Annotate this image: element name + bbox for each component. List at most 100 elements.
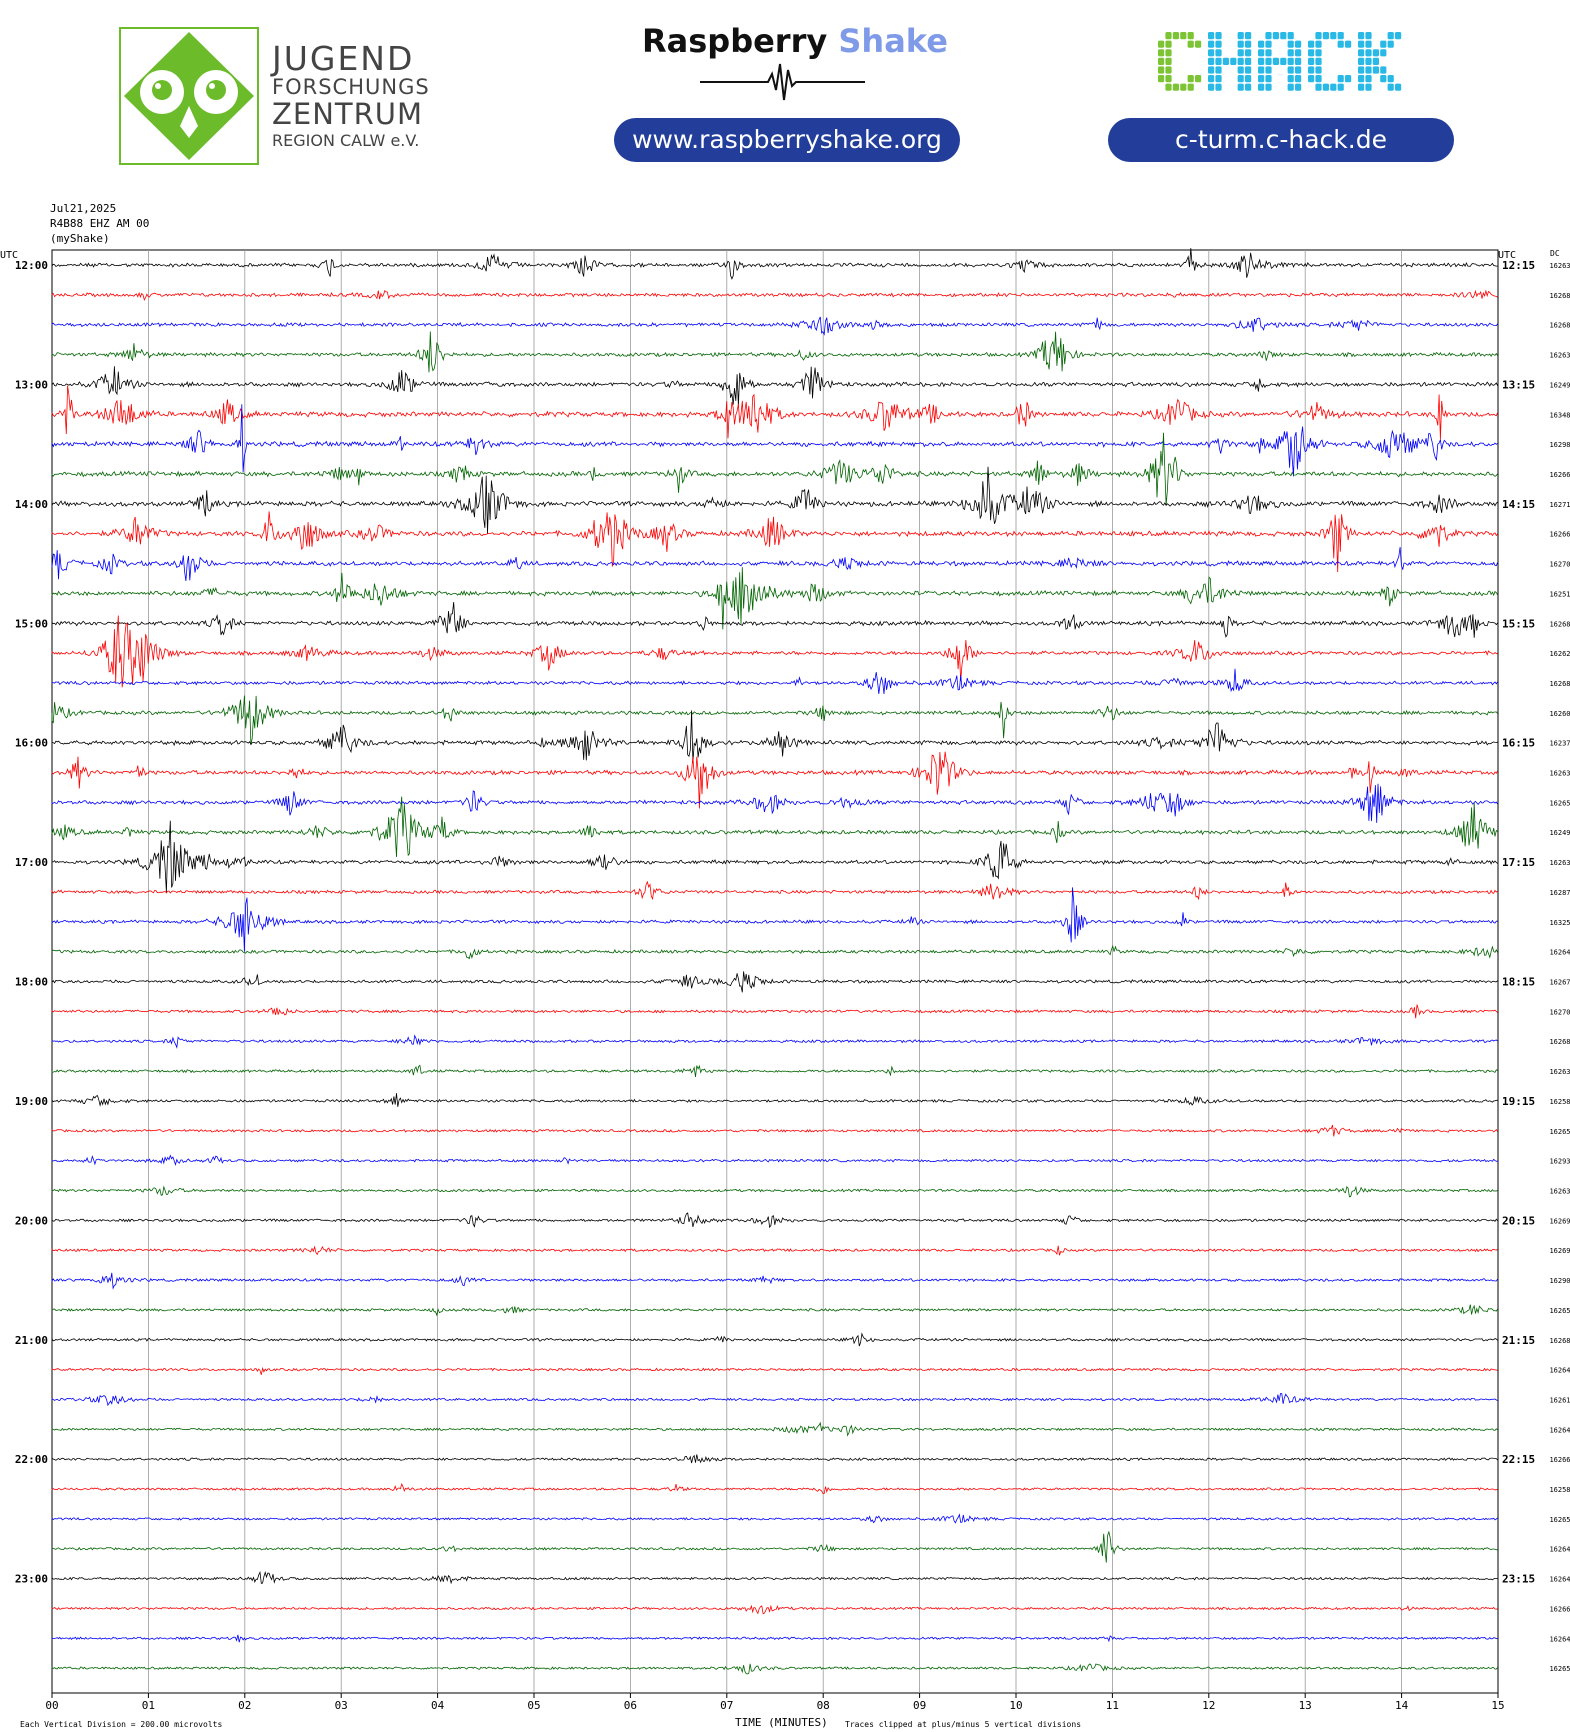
chack-logo-dot: [1165, 49, 1172, 57]
dc-value: 16269: [1549, 1217, 1570, 1225]
seismic-trace: [51, 331, 1498, 373]
dc-value: 16264: [1549, 1367, 1570, 1375]
seismic-trace: [51, 1245, 1498, 1256]
chack-logo-dot: [1308, 40, 1315, 48]
seismic-trace: [51, 366, 1498, 406]
rs-title-b: Shake: [838, 22, 948, 60]
chack-logo-dot: [1358, 83, 1365, 91]
chack-logo-dot: [1345, 75, 1352, 83]
right-time-label: 19:15: [1502, 1095, 1535, 1108]
seismic-trace: [51, 432, 1498, 506]
chack-logo-dot: [1358, 66, 1365, 74]
dc-value: 16268: [1549, 620, 1570, 628]
chack-logo-dot: [1315, 32, 1322, 40]
chack-logo-dot: [1245, 32, 1252, 40]
chack-logo-dot: [1358, 75, 1365, 83]
chack-logo-dot: [1287, 75, 1294, 83]
dc-value: 16265: [1549, 1128, 1570, 1136]
chack-logo-dot: [1345, 40, 1352, 48]
chack-logo-dot: [1308, 75, 1315, 83]
jfz-line2: FORSCHUNGS: [272, 75, 430, 99]
chack-logo-dot: [1365, 57, 1372, 65]
seismic-trace: [51, 1064, 1498, 1078]
chack-logo-dot: [1158, 49, 1165, 57]
dc-value: 16266: [1549, 1605, 1570, 1613]
dc-value: 16237: [1549, 740, 1570, 748]
chack-logo-dot: [1387, 32, 1394, 40]
plot-labels: Jul21,2025 R4B88 EHZ AM 00 (myShake) UTC…: [0, 202, 1570, 1729]
seismic-trace: [51, 1366, 1498, 1375]
dc-value: 16263: [1549, 352, 1570, 360]
chack-logo-dot: [1387, 40, 1394, 48]
jfz-wordmark: JUGEND FORSCHUNGS ZENTRUM REGION CALW e.…: [272, 42, 430, 149]
chack-logo-dot: [1395, 32, 1402, 40]
chack-logo-dot: [1158, 57, 1165, 65]
chack-logo-dot: [1265, 57, 1272, 65]
chack-logo-dot: [1208, 49, 1215, 57]
dc-value: 16263: [1549, 859, 1570, 867]
dc-value: 16267: [1549, 979, 1570, 987]
dc-value: 16265: [1549, 1307, 1570, 1315]
right-utc-label: UTC: [1498, 250, 1516, 261]
chack-logo-dot: [1315, 83, 1322, 91]
chack-logo-dot: [1222, 57, 1229, 65]
chack-logo-dot: [1337, 32, 1344, 40]
chack-logo-dot: [1245, 66, 1252, 74]
seismic-trace: [51, 567, 1498, 630]
chart-network: (myShake): [50, 232, 110, 245]
chack-logo: [1158, 32, 1402, 91]
right-time-label: 21:15: [1502, 1334, 1535, 1347]
chack-logo-dot: [1265, 66, 1272, 74]
left-utc-label: UTC: [0, 250, 18, 261]
dc-value: 16258: [1549, 1486, 1570, 1494]
dc-value: 16266: [1549, 1456, 1570, 1464]
chack-logo-dot: [1180, 83, 1187, 91]
raspberry-shake-wordmark: Raspberry Shake: [642, 22, 948, 60]
left-time-label: 19:00: [15, 1095, 48, 1108]
dc-value: 16249: [1549, 829, 1570, 837]
seismic-trace: [51, 1663, 1498, 1675]
chack-logo-dot: [1295, 57, 1302, 65]
chack-logo-dot: [1295, 66, 1302, 74]
jfz-line3: ZENTRUM: [272, 97, 423, 131]
chack-logo-dot: [1387, 75, 1394, 83]
left-time-label: 15:00: [15, 617, 48, 630]
chart-date: Jul21,2025: [50, 202, 116, 215]
seismic-trace: [51, 511, 1498, 573]
x-tick-label: 07: [720, 1699, 733, 1712]
seismic-trace: [51, 1004, 1498, 1019]
footer-division: Each Vertical Division = 200.00 microvol…: [20, 1720, 222, 1729]
seismic-trace: [51, 602, 1498, 638]
x-tick-label: 03: [335, 1699, 348, 1712]
chack-logo-dot: [1165, 40, 1172, 48]
left-time-label: 23:00: [15, 1573, 48, 1586]
chack-logo-dot: [1322, 32, 1329, 40]
x-tick-label: 00: [45, 1699, 58, 1712]
dc-value: 16263: [1549, 770, 1570, 778]
x-tick-label: 15: [1491, 1699, 1504, 1712]
chack-logo-dot: [1230, 57, 1237, 65]
seismic-trace: [51, 1604, 1498, 1615]
raspberryshake-link[interactable]: www.raspberryshake.org: [614, 118, 960, 162]
chack-logo-dot: [1365, 40, 1372, 48]
chart-station: R4B88 EHZ AM 00: [50, 217, 149, 230]
chack-logo-dot: [1265, 32, 1272, 40]
x-axis-title: TIME (MINUTES): [735, 1716, 828, 1729]
right-time-label: 22:15: [1502, 1453, 1535, 1466]
right-time-label: 23:15: [1502, 1573, 1535, 1586]
x-tick-label: 06: [624, 1699, 637, 1712]
chack-logo-dot: [1258, 49, 1265, 57]
chack-logo-dot: [1287, 32, 1294, 40]
rs-title-a: Raspberry: [642, 22, 828, 60]
chack-logo-dot: [1395, 83, 1402, 91]
jfz-line4: REGION CALW e.V.: [272, 131, 420, 150]
dc-value: 16266: [1549, 471, 1570, 479]
chack-link[interactable]: c-turm.c-hack.de: [1108, 118, 1454, 162]
chack-logo-dot: [1365, 83, 1372, 91]
chack-logo-dot: [1358, 49, 1365, 57]
chack-logo-dot: [1215, 40, 1222, 48]
chack-logo-dot: [1280, 57, 1287, 65]
seismic-trace: [51, 1124, 1498, 1137]
chack-logo-dot: [1165, 57, 1172, 65]
chack-logo-dot: [1315, 75, 1322, 83]
